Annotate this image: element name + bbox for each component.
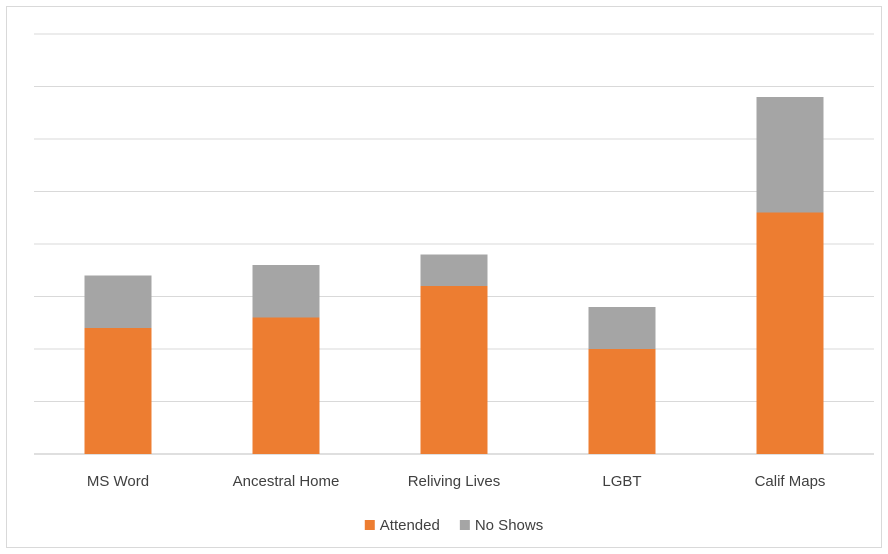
bar-attended: [84, 328, 152, 454]
legend: Attended No Shows: [364, 517, 543, 534]
x-tick-label: Ancestral Home: [233, 473, 340, 490]
x-axis-labels: MS Word Ancestral Home Reliving Lives LGBT C…: [87, 473, 826, 490]
bar-no-shows: [756, 97, 824, 213]
bar-no-shows: [252, 265, 320, 318]
legend-label: No Shows: [475, 517, 543, 534]
x-tick-label: MS Word: [87, 473, 149, 490]
bar-no-shows: [420, 254, 488, 286]
bar-attended: [252, 317, 320, 454]
x-tick-label: Reliving Lives: [408, 473, 501, 490]
legend-item-no-shows: No Shows: [459, 517, 543, 534]
x-tick-label: LGBT: [602, 473, 641, 490]
legend-swatch: [459, 520, 470, 530]
bar-attended: [588, 349, 656, 454]
legend-swatch: [364, 520, 375, 530]
bar-attended: [420, 286, 488, 454]
bar-attended: [756, 212, 824, 454]
bar-no-shows: [588, 307, 656, 349]
bars: [84, 97, 824, 454]
legend-item-attended: Attended: [364, 517, 440, 534]
x-tick-label: Calif Maps: [755, 473, 826, 490]
legend-label: Attended: [380, 517, 440, 534]
bar-no-shows: [84, 275, 152, 328]
gridlines: [34, 33, 874, 455]
